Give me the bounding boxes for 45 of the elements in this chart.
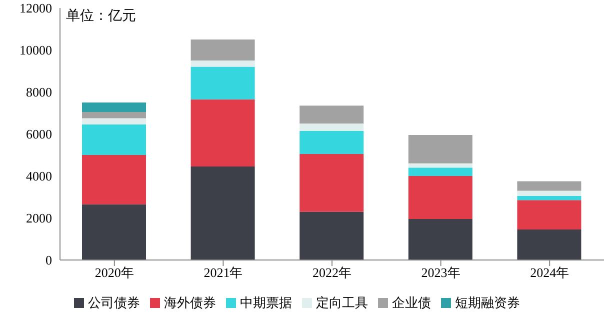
bar	[517, 200, 582, 230]
bar	[517, 190, 582, 196]
bar	[82, 124, 146, 155]
bar	[408, 135, 472, 164]
bar	[82, 112, 146, 118]
bar	[190, 99, 255, 167]
bar	[82, 204, 146, 260]
bar	[82, 118, 146, 125]
bar	[190, 66, 255, 100]
legend-label: 公司债券	[88, 296, 140, 311]
x-tick-label: 2023年	[421, 265, 460, 280]
legend-label: 短期融资券	[455, 296, 520, 311]
bar	[408, 219, 472, 260]
x-tick-label: 2020年	[94, 265, 134, 280]
legend-label: 海外债券	[164, 296, 216, 311]
y-axis-title: 单位：亿元	[66, 8, 136, 24]
y-tick-label: 0	[46, 252, 52, 268]
bar	[517, 181, 582, 191]
bar	[408, 168, 472, 176]
x-tick-label: 2022年	[312, 265, 352, 280]
y-tick-label: 6000	[26, 126, 52, 142]
bar	[300, 154, 364, 212]
y-tick-label: 12000	[20, 0, 52, 16]
bar	[190, 60, 255, 67]
x-tick-label: 2024年	[530, 265, 570, 280]
bar	[517, 196, 582, 200]
bar	[300, 106, 364, 124]
y-tick-label: 4000	[26, 168, 52, 184]
legend-label: 企业债	[392, 296, 431, 311]
legend-label: 中期票据	[240, 296, 292, 311]
bar	[408, 163, 472, 168]
y-tick-label: 2000	[26, 210, 52, 226]
bar	[517, 230, 582, 260]
legend-label: 定向工具	[316, 296, 368, 311]
bar	[300, 130, 364, 154]
bar	[300, 212, 364, 260]
bar	[82, 102, 146, 112]
bar	[82, 155, 146, 204]
bar	[408, 176, 472, 220]
bar	[190, 166, 255, 260]
y-tick-label: 8000	[26, 84, 52, 100]
x-tick-label: 2021年	[204, 265, 243, 280]
bar	[300, 124, 364, 131]
y-tick-label: 10000	[20, 42, 52, 58]
bar	[190, 40, 255, 60]
